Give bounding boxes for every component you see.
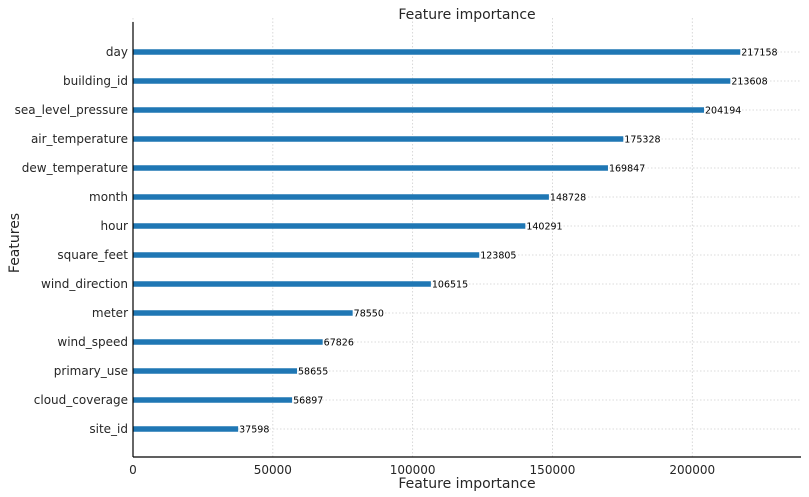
x-tick-label: 200000	[669, 463, 715, 477]
bar-hour	[133, 223, 526, 229]
data-label-primary_use: 58655	[298, 367, 328, 378]
bar-meter	[133, 310, 353, 316]
bar-building_id	[133, 78, 731, 84]
y-tick-label-wind_direction: wind_direction	[41, 277, 128, 291]
data-label-month: 148728	[550, 193, 586, 204]
bars	[133, 49, 741, 432]
y-tick-label-air_temperature: air_temperature	[31, 132, 128, 146]
data-label-hour: 140291	[526, 222, 562, 233]
y-tick-label-square_feet: square_feet	[57, 248, 128, 262]
y-tick-label-primary_use: primary_use	[54, 364, 128, 378]
bar-primary_use	[133, 368, 298, 374]
y-tick-label-dew_temperature: dew_temperature	[22, 161, 128, 175]
y-tick-label-building_id: building_id	[63, 74, 128, 88]
x-tick-labels: 0 50000 100000 150000 200000	[129, 463, 715, 477]
bar-air_temperature	[133, 136, 624, 142]
data-label-site_id: 37598	[239, 425, 269, 436]
y-tick-label-hour: hour	[101, 219, 129, 233]
x-tick-label: 150000	[530, 463, 576, 477]
bar-cloud_coverage	[133, 397, 293, 403]
axes	[132, 22, 801, 458]
y-tick-label-day: day	[106, 45, 128, 59]
data-label-square_feet: 123805	[480, 251, 516, 262]
data-label-wind_direction: 106515	[432, 280, 468, 291]
bar-month	[133, 194, 549, 200]
data-label-building_id: 213608	[731, 77, 767, 88]
y-tick-labels: day building_id sea_level_pressure air_temp…	[15, 45, 129, 436]
y-tick-label-month: month	[89, 190, 128, 204]
bar-site_id	[133, 426, 239, 432]
x-axis-label: Feature importance	[398, 476, 535, 492]
data-label-day: 217158	[741, 48, 777, 59]
x-tick-label: 50000	[254, 463, 292, 477]
data-label-cloud_coverage: 56897	[293, 396, 323, 407]
bar-day	[133, 49, 741, 55]
x-tick-label: 0	[129, 463, 137, 477]
y-tick-label-cloud_coverage: cloud_coverage	[34, 393, 128, 407]
bar-square_feet	[133, 252, 480, 258]
data-label-wind_speed: 67826	[324, 338, 354, 349]
data-label-sea_level_pressure: 204194	[705, 106, 741, 117]
data-labels: 217158 213608 204194 175328 169847 148728 1402…	[239, 48, 777, 436]
x-tick-label: 100000	[390, 463, 436, 477]
y-tick-label-site_id: site_id	[89, 422, 128, 436]
grid-lines	[132, 18, 801, 457]
y-axis-label: Features	[7, 213, 23, 273]
bar-wind_speed	[133, 339, 323, 345]
bar-sea_level_pressure	[133, 107, 705, 113]
chart-title: Feature importance	[398, 7, 535, 23]
data-label-dew_temperature: 169847	[609, 164, 645, 175]
y-tick-label-meter: meter	[92, 306, 128, 320]
data-label-air_temperature: 175328	[624, 135, 660, 146]
bar-dew_temperature	[133, 165, 608, 171]
y-tick-label-wind_speed: wind_speed	[57, 335, 128, 349]
bar-wind_direction	[133, 281, 431, 287]
data-label-meter: 78550	[354, 309, 384, 320]
y-tick-label-sea_level_pressure: sea_level_pressure	[15, 103, 128, 117]
